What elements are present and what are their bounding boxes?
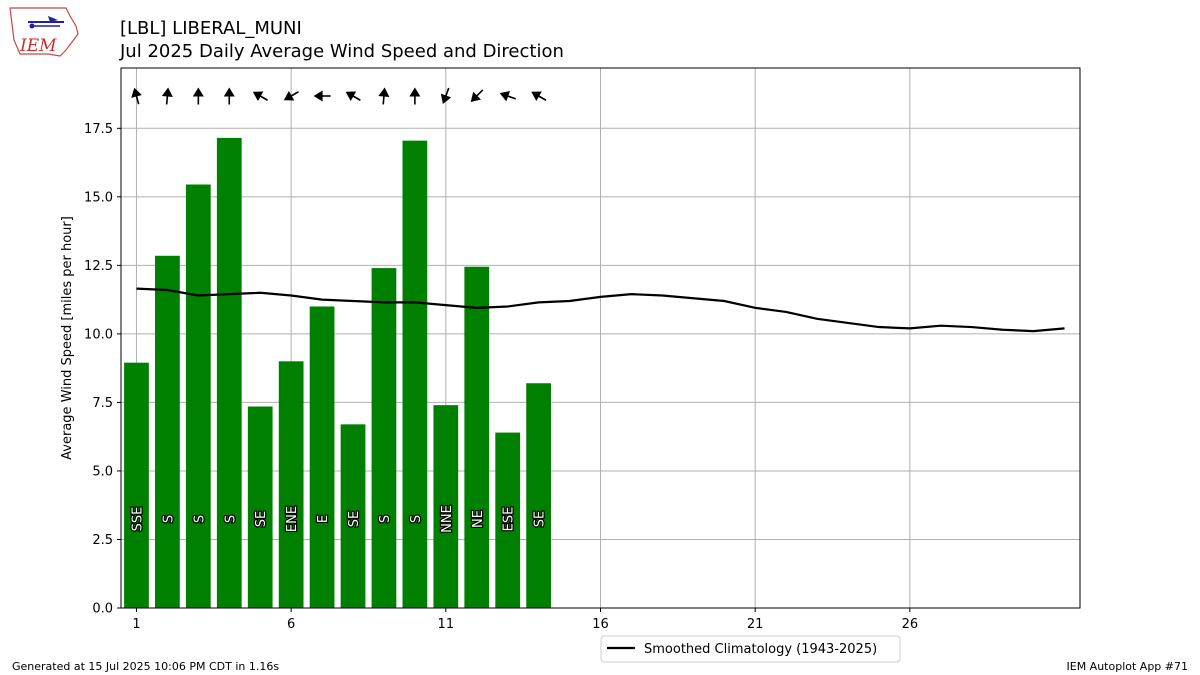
- bar-day-4: [216, 137, 242, 608]
- legend: Smoothed Climatology (1943-2025): [600, 635, 901, 663]
- direction-label-day-11: NNE: [440, 505, 455, 533]
- direction-label-day-2: S: [161, 515, 176, 523]
- chart-subtitle: Jul 2025 Daily Average Wind Speed and Di…: [119, 41, 564, 62]
- direction-label-day-13: ESE: [502, 507, 517, 532]
- direction-label-day-9: S: [378, 515, 393, 523]
- wind-arrow-day-1: [131, 87, 142, 105]
- direction-label-day-14: SE: [533, 511, 548, 527]
- x-tick-label: 11: [438, 617, 455, 632]
- bar-day-12: [464, 266, 490, 608]
- generated-footer: Generated at 15 Jul 2025 10:06 PM CDT in…: [12, 660, 279, 673]
- direction-label-day-3: S: [192, 515, 207, 523]
- direction-label-day-4: S: [223, 515, 238, 523]
- bar-day-11: [433, 405, 459, 608]
- direction-label-day-12: NE: [471, 510, 486, 528]
- app-footer: IEM Autoplot App #71: [1067, 660, 1189, 673]
- y-tick-label: 5.0: [92, 464, 113, 479]
- bar-series: [124, 137, 552, 609]
- y-tick-label: 7.5: [92, 396, 113, 411]
- wind-arrow-day-3: [192, 87, 204, 105]
- bar-day-6: [278, 361, 304, 608]
- x-tick-label: 21: [747, 617, 764, 632]
- x-axis: 1 6 11 16 21 26: [132, 608, 918, 632]
- direction-label-day-5: SE: [254, 511, 269, 527]
- bar-day-1: [124, 362, 149, 608]
- bar-day-3: [185, 184, 211, 608]
- x-tick-label: 26: [902, 617, 919, 632]
- wind-arrow-day-13: [499, 91, 516, 102]
- wind-arrow-day-9: [378, 87, 390, 105]
- direction-label-day-6: ENE: [285, 506, 300, 532]
- bar-day-8: [340, 424, 366, 608]
- bar-day-14: [526, 383, 552, 608]
- y-tick-label: 10.0: [84, 327, 113, 342]
- logo-text: IEM: [19, 36, 57, 56]
- wind-arrow-day-10: [409, 87, 421, 105]
- bar-day-5: [247, 406, 273, 608]
- wind-arrow-day-11: [440, 87, 452, 104]
- climatology-polyline: [136, 287, 1065, 333]
- bar-day-13: [495, 432, 521, 608]
- direction-label-day-8: SE: [347, 511, 362, 527]
- x-tick-label: 6: [287, 617, 295, 632]
- wind-arrow-day-8: [345, 91, 361, 102]
- wind-arrow-day-5: [252, 91, 268, 102]
- legend-box: [600, 635, 901, 663]
- wind-direction-arrows: [131, 87, 547, 105]
- climatology-line: [136, 287, 1065, 333]
- wind-arrow-day-7: [313, 90, 331, 102]
- y-axis: 0.0 2.5 5.0 7.5 10.0 12.5 15.0 17.5: [84, 122, 121, 617]
- y-tick-label: 2.5: [92, 533, 113, 548]
- wind-arrow-day-6: [283, 90, 299, 101]
- wind-arrow-day-14: [531, 91, 547, 102]
- iem-logo: IEM: [9, 7, 79, 57]
- wind-arrow-day-2: [161, 87, 173, 105]
- chart-title: [LBL] LIBERAL_MUNI: [120, 18, 302, 39]
- y-tick-label: 12.5: [84, 259, 113, 274]
- y-tick-label: 0.0: [92, 602, 113, 617]
- bar-day-9: [371, 268, 397, 608]
- y-axis-label: Average Wind Speed [miles per hour]: [60, 216, 75, 460]
- wind-arrow-day-12: [470, 89, 484, 103]
- bar-day-10: [402, 140, 428, 608]
- direction-labels: SSE S S S SE ENE E SE S S NNE NE ESE SE: [129, 504, 549, 534]
- y-tick-label: 15.0: [84, 190, 113, 205]
- wind-arrow-day-4: [223, 87, 235, 105]
- y-tick-label: 17.5: [84, 122, 113, 137]
- direction-label-day-1: SSE: [130, 507, 145, 532]
- bar-day-7: [309, 306, 335, 608]
- x-tick-label: 1: [132, 617, 140, 632]
- legend-entry-climatology: Smoothed Climatology (1943-2025): [644, 642, 877, 657]
- direction-label-day-10: S: [409, 515, 424, 523]
- x-tick-label: 16: [592, 617, 609, 632]
- direction-label-day-7: E: [316, 515, 331, 523]
- bar-day-2: [155, 255, 180, 609]
